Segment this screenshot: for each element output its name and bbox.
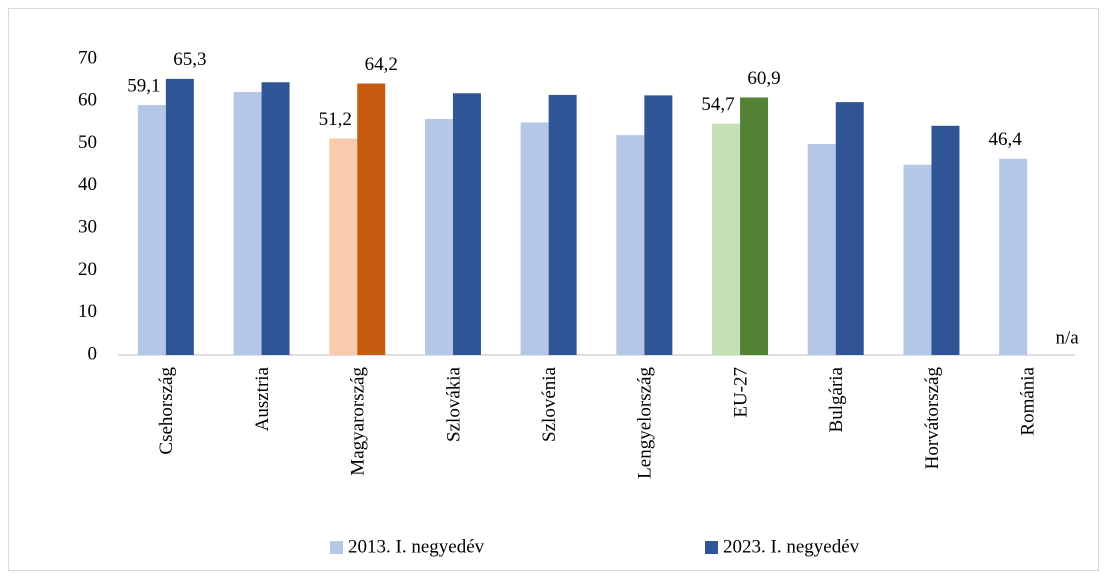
- bar: [740, 97, 769, 355]
- y-tick-label: 70: [78, 47, 97, 68]
- y-tick-label: 10: [78, 301, 97, 322]
- y-tick-label: 30: [78, 217, 97, 238]
- bar: [931, 125, 960, 355]
- value-label: 46,4: [989, 129, 1023, 150]
- value-label: 60,9: [747, 68, 780, 89]
- value-label: 65,3: [173, 49, 206, 70]
- bar: [357, 83, 386, 356]
- legend-swatch: [330, 541, 343, 554]
- value-label: n/a: [1056, 327, 1080, 348]
- x-tick-label: Lengyelország: [635, 367, 656, 479]
- bar: [452, 93, 481, 355]
- x-tick-label: Horvátország: [922, 367, 943, 470]
- bar: [261, 82, 290, 355]
- x-tick-label: Ausztria: [252, 366, 273, 431]
- legend-swatch: [705, 541, 718, 554]
- x-tick-label: Szlovénia: [539, 366, 560, 441]
- bar: [424, 119, 453, 355]
- bar: [835, 102, 864, 355]
- y-tick-label: 40: [78, 174, 97, 195]
- bar: [807, 143, 836, 355]
- legend-label: 2013. I. negyedév: [348, 536, 485, 557]
- bar: [644, 95, 673, 355]
- legend-label: 2023. I. negyedév: [723, 536, 860, 557]
- bar: [233, 91, 262, 356]
- bar: [712, 123, 741, 355]
- y-tick-label: 50: [78, 132, 97, 153]
- x-tick-label: Magyarország: [348, 367, 369, 476]
- value-label: 54,7: [701, 94, 734, 115]
- value-label: 51,2: [319, 109, 352, 130]
- bar: [137, 105, 166, 355]
- bar: [903, 164, 932, 355]
- bar: [616, 135, 645, 355]
- value-label: 59,1: [127, 75, 160, 96]
- y-tick-label: 60: [78, 90, 97, 111]
- x-tick-label: Szlovákia: [443, 366, 464, 441]
- value-label: 64,2: [365, 54, 398, 75]
- y-tick-label: 20: [78, 259, 97, 280]
- x-tick-label: EU-27: [730, 367, 751, 418]
- bar: [999, 158, 1028, 355]
- bar: [329, 138, 358, 355]
- bar: [548, 94, 577, 355]
- x-tick-label: Bulgária: [826, 366, 847, 432]
- bar: [520, 122, 549, 355]
- x-tick-label: Románia: [1018, 366, 1039, 435]
- y-tick-label: 0: [88, 343, 98, 364]
- x-tick-label: Csehország: [156, 367, 177, 455]
- bar: [165, 78, 194, 356]
